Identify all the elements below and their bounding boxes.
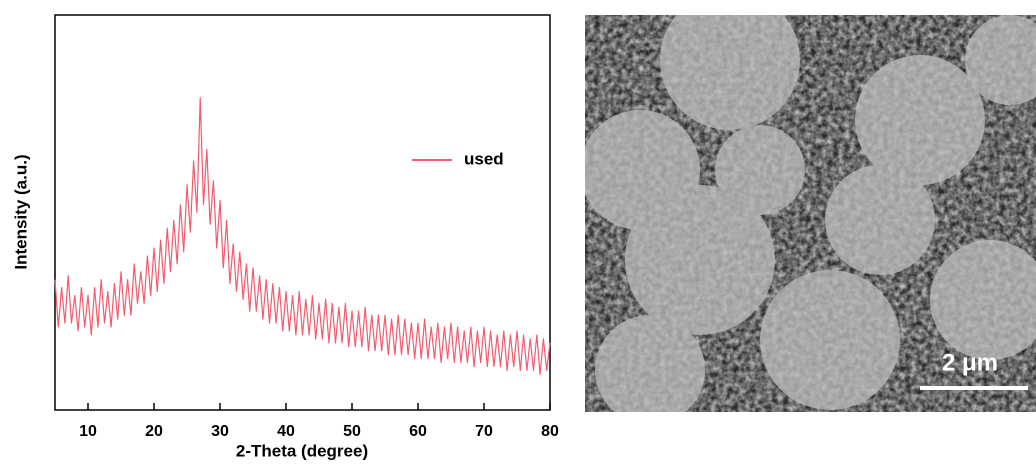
sem-image: 2 μm xyxy=(585,15,1036,412)
x-tick-label: 20 xyxy=(145,423,163,440)
x-tick-label: 10 xyxy=(79,423,97,440)
x-tick-label: 60 xyxy=(409,423,427,440)
data-line xyxy=(54,97,551,376)
x-tick-label: 70 xyxy=(475,423,493,440)
x-tick-label: 40 xyxy=(277,423,295,440)
legend-label: used xyxy=(464,149,504,168)
scale-bar-label: 2 μm xyxy=(942,349,998,376)
plot-frame xyxy=(54,14,551,411)
y-axis-label: Intensity (a.u.) xyxy=(11,154,30,269)
x-tick-label: 80 xyxy=(541,423,559,440)
x-axis-label: 2-Theta (degree) xyxy=(236,441,368,460)
x-tick-label: 30 xyxy=(211,423,229,440)
x-tick-label: 50 xyxy=(343,423,361,440)
